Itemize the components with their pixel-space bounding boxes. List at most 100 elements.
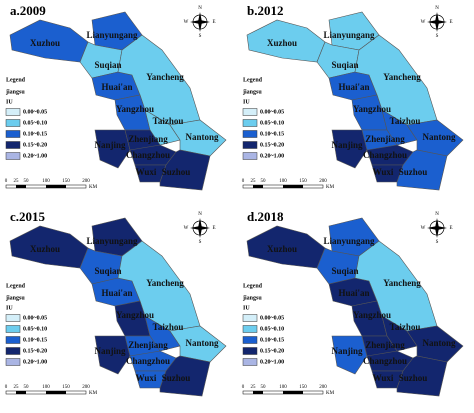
legend-swatch [5, 141, 21, 149]
city-label: Wuxi [136, 167, 157, 177]
legend-label: 0.20~1.00 [260, 153, 284, 159]
panel-title: b.2012 [247, 3, 283, 18]
city-label: Yancheng [383, 278, 421, 288]
scale-label: 25 [14, 385, 20, 390]
legend-swatch [242, 336, 258, 344]
legend-layer: jiangsu [5, 295, 25, 301]
legend-swatch [5, 108, 21, 116]
city-region [396, 355, 448, 397]
city-label: Suzhou [399, 167, 428, 177]
city-label: Changzhou [363, 356, 407, 366]
city-label: Huai'an [338, 288, 369, 298]
legend-swatch [242, 325, 258, 333]
legend-swatch [242, 108, 258, 116]
panel-title: d.2018 [247, 209, 284, 224]
city-label: Taizhou [390, 322, 421, 332]
city-label: Taizhou [390, 116, 421, 126]
city-label: Zhenjiang [365, 134, 405, 144]
city-region [331, 129, 368, 169]
city-region [331, 335, 368, 375]
city-label: Yangzhou [353, 104, 391, 114]
legend-label: 0.10~0.15 [23, 337, 47, 343]
scale-label: 0 [242, 385, 245, 390]
compass-label: W [184, 226, 189, 231]
legend-label: 0.15~0.20 [23, 142, 47, 148]
city-label: Huai'an [101, 288, 132, 298]
compass-label: N [198, 212, 202, 217]
scale-label: 0 [5, 385, 8, 390]
city-region [396, 149, 448, 191]
city-label: Taizhou [153, 116, 184, 126]
scale-label: 25 [251, 385, 257, 390]
city-label: Changzhou [126, 356, 170, 366]
legend-swatch [242, 347, 258, 355]
map-panel: Xuzhou Lianyungang Suqian Huai'an Yancheng Ya… [5, 209, 227, 397]
city-label: Lianyungang [86, 236, 138, 246]
scale-unit: KM [326, 391, 335, 396]
scale-bar-fill [283, 185, 303, 188]
city-label: Zhenjiang [128, 340, 168, 350]
legend-title: Legend [6, 77, 26, 83]
city-region [381, 315, 418, 352]
scale-bar-fill [16, 185, 26, 188]
scale-bar-fill [16, 391, 26, 394]
legend-label: 0.15~0.20 [260, 348, 284, 354]
compass-label: S [199, 34, 202, 39]
scale-label: 25 [14, 179, 20, 184]
city-label: Suqian [331, 60, 358, 70]
legend-layer: jiangsu [242, 89, 262, 95]
legend-title: Legend [243, 77, 263, 83]
legend-field: IU [6, 305, 13, 311]
scale-label: 150 [299, 385, 307, 390]
city-label: Yancheng [146, 278, 184, 288]
compass-label: W [421, 226, 426, 231]
scale-label: 150 [62, 385, 70, 390]
scale-unit: KM [89, 185, 98, 190]
city-label: Lianyungang [323, 236, 375, 246]
compass-label: E [449, 226, 452, 231]
compass-label: N [435, 212, 439, 217]
city-label: Suzhou [162, 373, 191, 383]
city-label: Zhenjiang [128, 134, 168, 144]
city-label: Suqian [331, 266, 358, 276]
compass-label: S [436, 34, 439, 39]
city-label: Nantong [185, 338, 219, 348]
city-label: Suzhou [399, 373, 428, 383]
legend-swatch [5, 130, 21, 138]
legend-swatch [5, 358, 21, 366]
legend-label: 0.20~1.00 [23, 153, 47, 159]
city-label: Yancheng [383, 72, 421, 82]
legend-label: 0.00~0.05 [260, 109, 284, 115]
legend-field: IU [6, 99, 13, 105]
legend-swatch [5, 314, 21, 322]
legend-swatch [242, 152, 258, 160]
scale-label: 50 [261, 179, 267, 184]
city-label: Nanjing [94, 140, 126, 150]
compass-needle [427, 226, 447, 230]
city-label: Huai'an [101, 82, 132, 92]
city-label: Suqian [94, 266, 121, 276]
city-label: Yangzhou [353, 310, 391, 320]
scale-label: 200 [82, 385, 90, 390]
scale-label: 200 [319, 385, 327, 390]
compass-label: E [449, 20, 452, 25]
compass-needle [427, 20, 447, 24]
panel-title: a.2009 [10, 3, 46, 18]
city-label: Wuxi [373, 167, 394, 177]
scale-bar-fill [46, 391, 66, 394]
scale-label: 0 [5, 179, 8, 184]
city-label: Yangzhou [116, 104, 154, 114]
city-region [144, 109, 181, 146]
legend-field: IU [243, 305, 250, 311]
legend-swatch [242, 358, 258, 366]
legend-title: Legend [6, 283, 26, 289]
scale-bar-fill [283, 391, 303, 394]
city-label: Changzhou [126, 150, 170, 160]
legend-label: 0.15~0.20 [23, 348, 47, 354]
scale-unit: KM [326, 185, 335, 190]
compass-needle [190, 20, 210, 24]
legend-label: 0.05~0.10 [260, 120, 284, 126]
city-label: Nanjing [331, 140, 363, 150]
city-label: Nantong [422, 338, 456, 348]
